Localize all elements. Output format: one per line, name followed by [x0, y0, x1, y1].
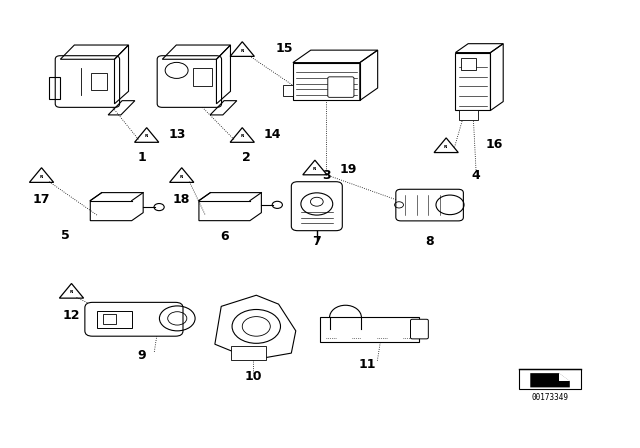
FancyBboxPatch shape: [328, 77, 354, 97]
Bar: [459, 111, 477, 120]
FancyBboxPatch shape: [410, 319, 428, 339]
Bar: [91, 73, 106, 90]
FancyBboxPatch shape: [396, 189, 463, 221]
Text: RI: RI: [240, 48, 244, 52]
Bar: [293, 63, 360, 100]
Text: 2: 2: [243, 151, 251, 164]
Bar: [103, 314, 116, 324]
Text: 19: 19: [339, 163, 356, 176]
Text: RI: RI: [145, 134, 148, 138]
Text: 9: 9: [137, 349, 146, 362]
Bar: [320, 318, 419, 342]
Polygon shape: [531, 373, 570, 388]
Text: 15: 15: [275, 42, 293, 55]
Text: 6: 6: [220, 230, 228, 243]
FancyBboxPatch shape: [157, 56, 221, 108]
Text: RI: RI: [180, 175, 184, 178]
Text: 17: 17: [33, 193, 51, 206]
Text: RI: RI: [40, 175, 44, 178]
Bar: [283, 85, 293, 96]
Text: RI: RI: [444, 145, 448, 149]
Bar: [231, 346, 266, 360]
Text: 00173349: 00173349: [532, 393, 568, 402]
Text: 10: 10: [244, 370, 262, 383]
Bar: [519, 369, 581, 389]
Text: 3: 3: [322, 168, 331, 181]
Text: 18: 18: [173, 193, 191, 206]
Text: RI: RI: [69, 290, 74, 294]
FancyBboxPatch shape: [55, 56, 120, 108]
Text: 16: 16: [486, 138, 503, 151]
Polygon shape: [559, 373, 570, 381]
Bar: [97, 311, 132, 328]
Text: 7: 7: [312, 235, 321, 248]
Text: RI: RI: [240, 134, 244, 138]
Text: RI: RI: [313, 167, 317, 171]
Text: 12: 12: [63, 309, 80, 322]
Text: 4: 4: [472, 169, 481, 182]
Text: 14: 14: [264, 129, 282, 142]
Bar: [193, 68, 212, 86]
Text: 11: 11: [358, 358, 376, 371]
Text: 8: 8: [426, 235, 434, 248]
Text: 1: 1: [137, 151, 146, 164]
FancyBboxPatch shape: [291, 182, 342, 231]
Text: 5: 5: [61, 228, 70, 241]
Bar: [461, 58, 476, 70]
Bar: [456, 52, 490, 111]
Text: 13: 13: [168, 129, 186, 142]
FancyBboxPatch shape: [85, 302, 183, 336]
